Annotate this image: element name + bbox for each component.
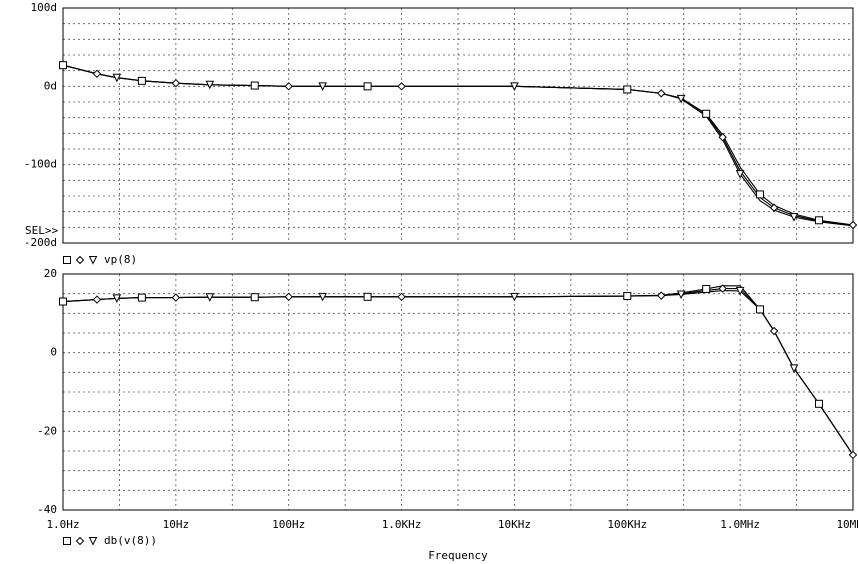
data-marker (702, 109, 711, 118)
data-marker (318, 82, 327, 91)
legend-marker (88, 537, 98, 546)
y-tick-label: 20 (44, 267, 57, 280)
plot-frame (62, 273, 854, 511)
data-marker (623, 292, 632, 301)
data-marker (112, 73, 122, 83)
y-tick-label: -40 (37, 503, 57, 516)
legend-marker (63, 256, 71, 264)
x-tick-label: 10Hz (163, 518, 190, 531)
x-axis-label: Frequency (428, 549, 488, 562)
legend-marker (63, 537, 71, 545)
data-marker (623, 85, 632, 94)
x-tick-label: 10MHz (836, 518, 858, 531)
data-marker (112, 294, 122, 304)
data-marker (848, 220, 858, 230)
y-tick-label: 100d (31, 1, 58, 14)
y-tick-label: 0d (44, 79, 57, 92)
data-marker (702, 284, 711, 293)
data-marker (250, 81, 259, 90)
data-marker (657, 89, 666, 98)
data-marker (815, 216, 824, 225)
annotation: SEL>> (25, 224, 58, 237)
data-marker (657, 291, 666, 300)
data-marker (363, 82, 372, 91)
data-marker (59, 61, 67, 70)
legend-marker (88, 256, 98, 265)
data-marker (397, 82, 406, 91)
legend-label: db(v(8)) (104, 534, 157, 547)
data-marker (284, 82, 293, 91)
x-tick-label: 1.0Hz (46, 518, 79, 531)
data-marker (137, 76, 146, 85)
data-marker (92, 295, 102, 304)
x-tick-label: 1.0KHz (382, 518, 422, 531)
data-marker (848, 450, 858, 460)
x-tick-label: 10KHz (498, 518, 531, 531)
legend-label: vp(8) (104, 253, 137, 266)
y-tick-label: -20 (37, 424, 57, 437)
data-marker (205, 80, 215, 90)
data-marker (318, 292, 327, 302)
y-tick-label: -200d (24, 236, 57, 249)
data-marker (735, 286, 745, 296)
data-marker (789, 364, 799, 374)
data-marker (789, 213, 799, 222)
data-marker (676, 290, 686, 300)
data-marker (92, 69, 102, 79)
y-tick-label: 0 (50, 346, 57, 359)
data-marker (59, 297, 67, 306)
data-marker (171, 293, 181, 302)
legend-marker (75, 255, 85, 265)
data-marker (756, 305, 765, 314)
x-tick-label: 1.0MHz (720, 518, 760, 531)
data-marker (510, 292, 519, 302)
data-marker (284, 292, 293, 302)
data-marker (250, 293, 259, 302)
data-marker (718, 284, 727, 293)
data-marker (137, 293, 146, 302)
data-marker (815, 399, 824, 408)
plot-frame (62, 7, 854, 244)
data-marker (510, 82, 519, 91)
legend-marker (75, 536, 85, 546)
data-marker (769, 326, 779, 336)
data-marker (676, 94, 686, 104)
data-marker (363, 292, 372, 301)
data-marker (718, 133, 727, 142)
data-marker (171, 78, 181, 88)
data-marker (756, 190, 765, 199)
data-marker (205, 293, 215, 302)
y-tick-label: -100d (24, 158, 57, 171)
data-marker (769, 203, 779, 212)
x-tick-label: 100Hz (272, 518, 305, 531)
x-tick-label: 100KHz (607, 518, 647, 531)
data-marker (397, 292, 406, 302)
data-marker (735, 170, 745, 179)
